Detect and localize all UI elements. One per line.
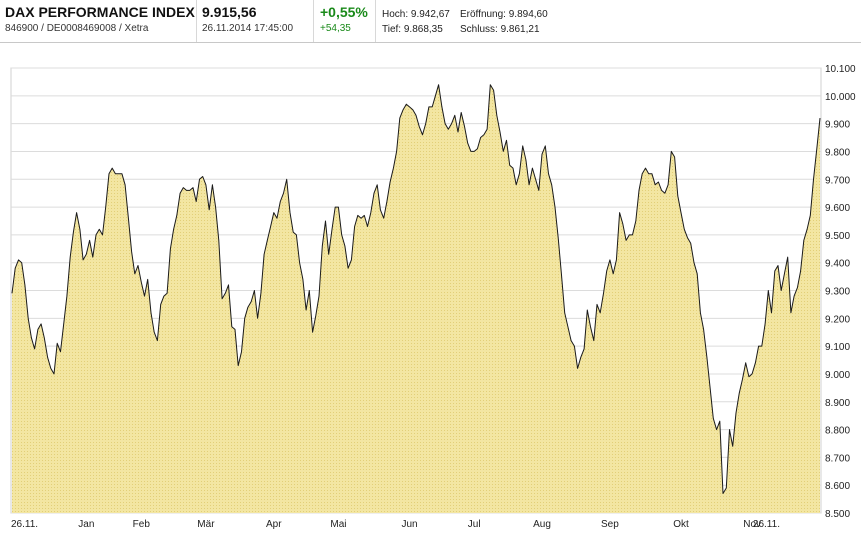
- y-axis-ticks: 8.500 8.600 8.700 8.800 8.900 9.000 9.100 9.200…: [825, 64, 856, 520]
- x-tick-label: Feb: [133, 519, 151, 530]
- low-label: Tief:: [382, 24, 401, 35]
- high-stat: Hoch: 9.942,67: [382, 9, 450, 20]
- x-tick-label: Okt: [673, 519, 689, 530]
- y-tick-label: 9.800: [825, 147, 850, 158]
- quote-header: DAX PERFORMANCE INDEX 846900 / DE0008469…: [0, 0, 861, 43]
- y-tick-label: 9.400: [825, 259, 850, 270]
- y-tick-label: 8.500: [825, 509, 850, 520]
- x-tick-label: Apr: [266, 519, 282, 530]
- index-ids: 846900 / DE0008469008 / Xetra: [5, 23, 148, 34]
- y-tick-label: 9.000: [825, 370, 850, 381]
- open-label: Eröffnung:: [460, 9, 506, 20]
- x-tick-label: Mär: [197, 519, 215, 530]
- y-tick-label: 9.300: [825, 287, 850, 298]
- y-tick-label: 10.100: [825, 64, 856, 75]
- high-value: 9.942,67: [411, 9, 450, 20]
- y-tick-label: 8.900: [825, 398, 850, 409]
- y-tick-label: 9.600: [825, 203, 850, 214]
- x-tick-label: Jun: [401, 519, 417, 530]
- open-value: 9.894,60: [509, 9, 548, 20]
- x-tick-label: Jul: [468, 519, 481, 530]
- x-tick-label: Jan: [78, 519, 94, 530]
- change-absolute: +54,35: [320, 23, 351, 34]
- index-name-cell: DAX PERFORMANCE INDEX 846900 / DE0008469…: [0, 0, 197, 42]
- x-tick-label: Aug: [533, 519, 551, 530]
- change-cell: +0,55% +54,35: [314, 0, 376, 42]
- x-tick-label: Sep: [601, 519, 619, 530]
- y-tick-label: 8.700: [825, 453, 850, 464]
- price-cell: 9.915,56 26.11.2014 17:45:00: [197, 0, 314, 42]
- x-axis-ticks: 26.11. Jan Feb Mär Apr Mai Jun Jul Aug Sep Okt Nov2…: [11, 519, 780, 530]
- price-timestamp: 26.11.2014 17:45:00: [202, 23, 293, 34]
- y-tick-label: 9.200: [825, 314, 850, 325]
- last-price: 9.915,56: [202, 4, 257, 20]
- x-tick-label: 26.11.: [753, 519, 780, 530]
- y-tick-label: 10.000: [825, 92, 856, 103]
- y-tick-label: 9.900: [825, 120, 850, 131]
- low-stat: Tief: 9.868,35: [382, 24, 443, 35]
- open-stat: Eröffnung: 9.894,60: [460, 9, 548, 20]
- dax-area-chart: 8.500 8.600 8.700 8.800 8.900 9.000 9.100 9.200…: [0, 43, 861, 534]
- close-value: 9.861,21: [501, 24, 540, 35]
- y-tick-label: 8.600: [825, 481, 850, 492]
- y-tick-label: 9.500: [825, 231, 850, 242]
- y-tick-label: 9.700: [825, 175, 850, 186]
- high-label: Hoch:: [382, 9, 408, 20]
- close-stat: Schluss: 9.861,21: [460, 24, 540, 35]
- change-percent: +0,55%: [320, 4, 368, 20]
- index-name: DAX PERFORMANCE INDEX: [5, 4, 195, 20]
- low-value: 9.868,35: [404, 24, 443, 35]
- y-tick-label: 9.100: [825, 342, 850, 353]
- x-tick-label: Mai: [330, 519, 346, 530]
- y-tick-label: 8.800: [825, 426, 850, 437]
- stats-cell: Hoch: 9.942,67 Eröffnung: 9.894,60 Tief:…: [376, 0, 861, 42]
- close-label: Schluss:: [460, 24, 498, 35]
- x-tick-label: 26.11.: [11, 519, 38, 530]
